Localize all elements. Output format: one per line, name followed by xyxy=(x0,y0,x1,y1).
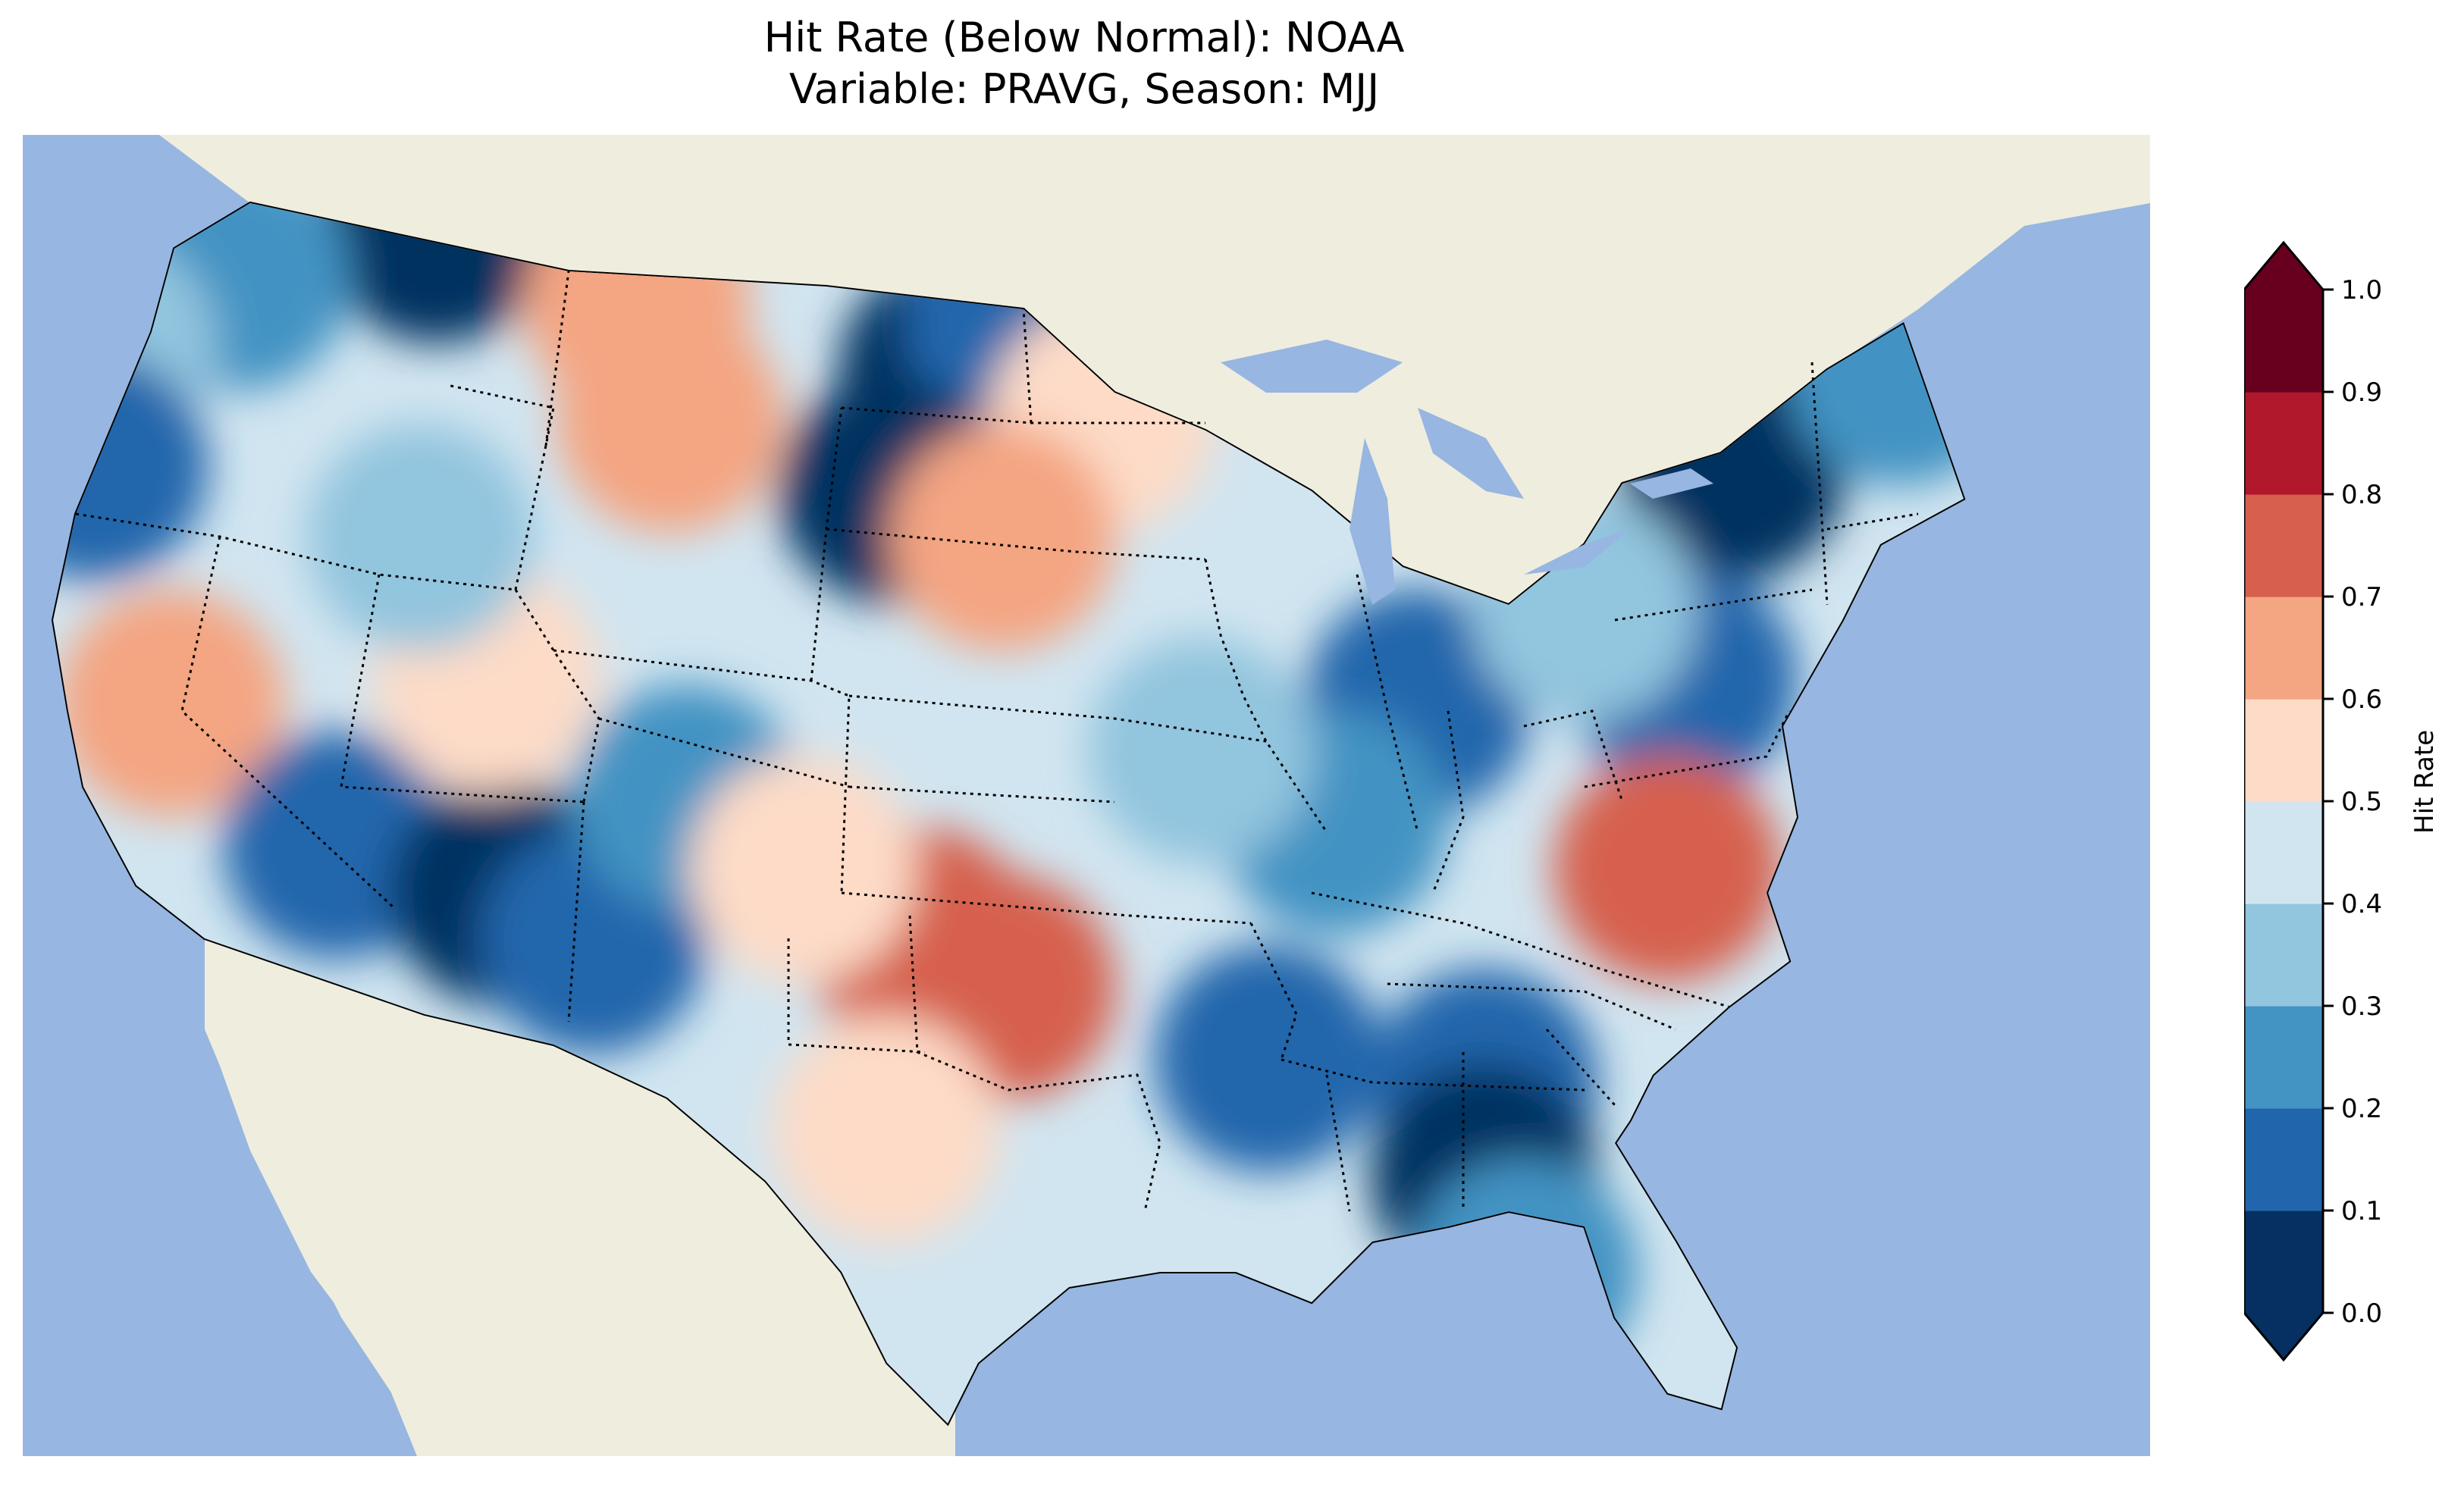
colorbar-tick-label: 0.3 xyxy=(2341,991,2382,1022)
map-title: Hit Rate (Below Normal): NOAA xyxy=(763,14,1405,61)
colorbar-tick-label: 0.0 xyxy=(2341,1298,2382,1329)
hit-rate-patch xyxy=(688,755,917,983)
hit-rate-patch xyxy=(1553,755,1782,983)
hit-rate-patch xyxy=(306,424,534,652)
hit-rate-patch xyxy=(556,305,784,533)
colorbar-band xyxy=(2244,392,2323,495)
colorbar-tick-label: 0.1 xyxy=(2341,1196,2382,1226)
colorbar-band xyxy=(2244,494,2323,597)
colorbar-tick-label: 0.4 xyxy=(2341,889,2382,919)
hit-rate-patch xyxy=(772,1016,1000,1244)
state-boundaries xyxy=(75,271,1919,1212)
colorbar-tick-label: 0.5 xyxy=(2341,787,2382,817)
colorbar-band xyxy=(2244,1211,2323,1314)
colorbar-tick-label: 1.0 xyxy=(2341,275,2382,305)
colorbar-band xyxy=(2244,699,2323,802)
colorbar-tick-label: 0.6 xyxy=(2341,684,2382,715)
colorbar-band xyxy=(2244,597,2323,700)
hit-rate-patch xyxy=(888,424,1116,652)
colorbar-tick-label: 0.7 xyxy=(2341,582,2382,612)
colorbar-band xyxy=(2244,1108,2323,1211)
great-lakes xyxy=(1221,340,1713,605)
hit-rate-patch xyxy=(1154,944,1382,1173)
baja-peninsula xyxy=(205,938,447,1424)
colorbar-band xyxy=(2244,290,2323,393)
colorbar-extend-max xyxy=(2244,243,2323,290)
colorbar-band xyxy=(2244,904,2323,1007)
colorbar-tick-label: 0.8 xyxy=(2341,480,2382,510)
colorbar-band xyxy=(2244,1006,2323,1109)
colorbar-band xyxy=(2244,801,2323,904)
hit-rate-patch xyxy=(1088,637,1315,865)
colorbar-outline xyxy=(2244,240,2324,1362)
colorbar-tick-label: 0.2 xyxy=(2341,1094,2382,1124)
hit-rate-patch xyxy=(57,589,285,817)
colorbar: 0.0 0.1 0.2 0.3 0.4 0.5 0.6 0.7 0.8 0.9 1.0 xyxy=(2244,240,2382,1362)
map-panel xyxy=(23,135,2150,1456)
colorbar-extend-min xyxy=(2244,1313,2323,1360)
canada-land xyxy=(159,135,2150,605)
colorbar-tick-label: 0.9 xyxy=(2341,377,2382,408)
colorbar-label: Hit Rate xyxy=(2409,729,2440,834)
map-subtitle: Variable: PRAVG, Season: MJJ xyxy=(788,65,1380,113)
